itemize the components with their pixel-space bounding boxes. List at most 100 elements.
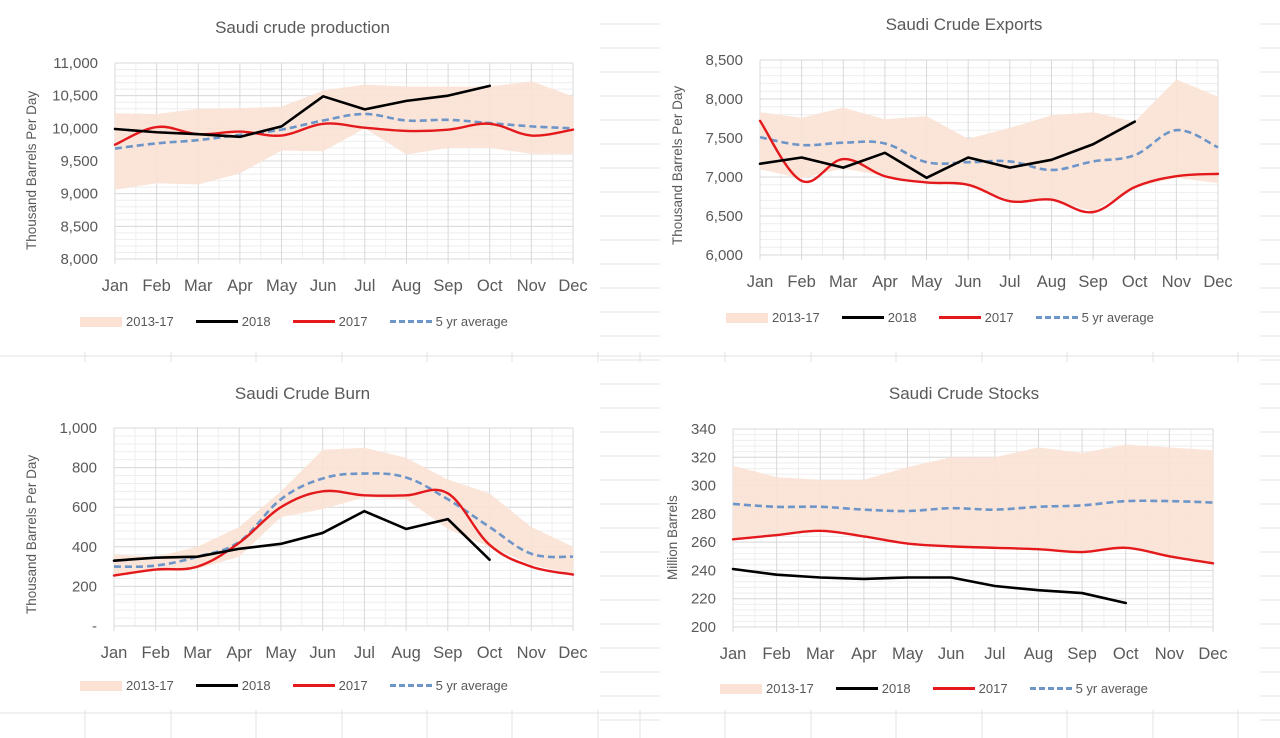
- legend-swatch-2018: [841, 316, 884, 319]
- x-tick-label: Feb: [762, 645, 790, 663]
- x-tick-label: Mar: [183, 644, 212, 662]
- chart-burn[interactable]: Saudi Crude Burn Thousand Barrels Per Da…: [0, 362, 600, 710]
- legend-label: 2013-17: [766, 681, 814, 696]
- chart-exports[interactable]: Saudi Crude Exports Thousand Barrels Per…: [660, 0, 1260, 352]
- y-tick-label: 6,000: [705, 247, 743, 264]
- legend: 2013-17 2018 2017 5 yr average: [726, 310, 1176, 325]
- y-tick-label: 1,000: [59, 420, 97, 437]
- legend-item-avg: 5 yr average: [389, 678, 508, 693]
- plot-area: - 200 400 600 800 1,000 Jan Feb Mar Apr May Jun Jul A…: [59, 420, 587, 662]
- legend-swatch-2017: [932, 687, 975, 690]
- legend-item-2017: 2017: [932, 681, 1008, 696]
- x-tick-label: Oct: [1113, 645, 1139, 663]
- plot-area: 8,000 8,500 9,000 9,500 10,000 10,500 11,000 Ja…: [52, 55, 588, 295]
- legend-label: 2017: [984, 310, 1014, 325]
- x-tick-label: Aug: [1024, 645, 1053, 663]
- y-tick-label: 240: [691, 562, 716, 579]
- legend-swatch-2017: [292, 684, 335, 687]
- x-tick-label: Jun: [310, 277, 337, 295]
- series-5yr-average: [759, 128, 1219, 172]
- legend-swatch-avg: [389, 684, 432, 687]
- x-tick-label: Sep: [433, 644, 462, 662]
- x-tick-label: Nov: [1155, 645, 1185, 663]
- y-tick-label: 260: [691, 534, 716, 551]
- legend-label: 2018: [241, 678, 271, 693]
- y-tick-label: 7,000: [705, 169, 743, 186]
- x-tick-label: May: [265, 644, 297, 662]
- x-tick-label: Jan: [747, 273, 774, 291]
- legend-swatch-avg: [389, 320, 432, 323]
- chart-production[interactable]: Saudi crude production Thousand Barrels …: [0, 0, 600, 352]
- y-tick-label: 9,500: [60, 153, 98, 170]
- legend-swatch-avg: [1029, 687, 1072, 690]
- legend-label: 2018: [887, 310, 917, 325]
- legend-swatch-2018: [835, 687, 878, 690]
- x-tick-label: Aug: [391, 644, 420, 662]
- x-tick-label: Jan: [101, 644, 128, 662]
- chart-stocks[interactable]: Saudi Crude Stocks Million Barrels 200 22…: [660, 362, 1260, 710]
- x-tick-label: Dec: [1198, 645, 1227, 663]
- plot-area: 6,000 6,500 7,000 7,500 8,000 8,500 Jan Feb Mar A…: [705, 52, 1232, 291]
- y-tick-label: 7,500: [705, 130, 743, 147]
- legend-item-band: 2013-17: [720, 681, 814, 696]
- chart-title: Saudi crude production: [215, 18, 390, 37]
- x-tick-label: May: [266, 277, 298, 295]
- x-tick-label: Nov: [1162, 273, 1192, 291]
- legend-item-2018: 2018: [195, 678, 271, 693]
- y-tick-label: 400: [72, 539, 97, 556]
- legend-item-2018: 2018: [841, 310, 917, 325]
- series-2018: [112, 509, 491, 562]
- y-tick-label: 8,500: [60, 218, 98, 235]
- legend: 2013-17 2018 2017 5 yr average: [720, 681, 1170, 696]
- legend-item-2018: 2018: [835, 681, 911, 696]
- x-tick-label: Aug: [392, 277, 421, 295]
- legend-label: 5 yr average: [435, 314, 508, 329]
- y-tick-label: 10,500: [52, 88, 98, 105]
- legend: 2013-17 2018 2017 5 yr average: [80, 314, 530, 329]
- legend-label: 2017: [338, 678, 368, 693]
- legend-label: 5 yr average: [1075, 681, 1148, 696]
- y-tick-label: 8,500: [705, 52, 743, 69]
- x-tick-label: Oct: [477, 277, 503, 295]
- legend-label: 2017: [978, 681, 1008, 696]
- legend-item-avg: 5 yr average: [1029, 681, 1148, 696]
- legend-item-2018: 2018: [195, 314, 271, 329]
- series-2017: [731, 529, 1215, 565]
- legend-label: 2013-17: [126, 678, 174, 693]
- x-axis-ticks: Jan Feb Mar Apr May Jun Jul Aug Sep Oct Nov Dec: [720, 645, 1228, 663]
- y-axis-ticks: 8,000 8,500 9,000 9,500 10,000 10,500 11,000: [52, 55, 98, 268]
- y-tick-label: 280: [691, 506, 716, 523]
- series-2018: [758, 120, 1137, 180]
- x-tick-label: Jun: [938, 645, 965, 663]
- x-tick-label: Sep: [433, 277, 462, 295]
- band-2013-17: [733, 444, 1213, 564]
- x-tick-label: Dec: [1203, 273, 1232, 291]
- band-2013-17: [115, 81, 573, 190]
- series-2018: [731, 567, 1128, 605]
- series-2018: [113, 84, 492, 139]
- chart-title: Saudi Crude Stocks: [888, 384, 1040, 403]
- y-axis-ticks: 6,000 6,500 7,000 7,500 8,000 8,500: [705, 52, 743, 264]
- legend-label: 2018: [241, 314, 271, 329]
- legend-swatch-2017: [292, 320, 335, 323]
- legend-swatch-band: [80, 316, 122, 327]
- x-tick-label: Sep: [1078, 273, 1107, 291]
- legend-swatch-2017: [938, 316, 981, 319]
- x-tick-label: Dec: [558, 277, 587, 295]
- y-tick-label: 300: [691, 478, 716, 495]
- legend-swatch-band: [80, 680, 122, 691]
- x-tick-label: Mar: [829, 273, 858, 291]
- x-tick-label: Apr: [226, 644, 252, 662]
- x-tick-label: Nov: [517, 277, 547, 295]
- y-tick-label: 6,500: [705, 208, 743, 225]
- x-tick-label: Jun: [955, 273, 982, 291]
- y-tick-label: 10,000: [52, 120, 98, 137]
- x-tick-label: Mar: [806, 645, 835, 663]
- y-tick-label: 9,000: [60, 186, 98, 203]
- x-tick-label: Nov: [517, 644, 547, 662]
- x-tick-label: Jan: [720, 645, 747, 663]
- legend-label: 2017: [338, 314, 368, 329]
- legend-item-avg: 5 yr average: [1035, 310, 1154, 325]
- x-tick-label: Jul: [984, 645, 1005, 663]
- x-tick-label: Jul: [354, 277, 375, 295]
